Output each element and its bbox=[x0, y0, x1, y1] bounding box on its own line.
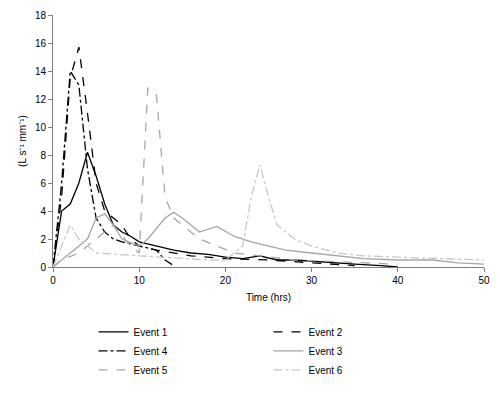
svg-text:Event 5: Event 5 bbox=[134, 365, 168, 376]
svg-text:Event 2: Event 2 bbox=[309, 327, 343, 338]
svg-text:30: 30 bbox=[306, 275, 318, 286]
svg-text:14: 14 bbox=[35, 66, 47, 77]
svg-text:50: 50 bbox=[478, 275, 490, 286]
svg-text:20: 20 bbox=[220, 275, 232, 286]
svg-text:18: 18 bbox=[35, 10, 47, 21]
svg-text:2: 2 bbox=[40, 234, 46, 245]
svg-text:0: 0 bbox=[40, 262, 46, 273]
svg-text:8: 8 bbox=[40, 150, 46, 161]
svg-text:12: 12 bbox=[35, 94, 47, 105]
svg-text:Event 6: Event 6 bbox=[309, 365, 343, 376]
svg-text:Time (hrs): Time (hrs) bbox=[246, 292, 291, 303]
svg-text:10: 10 bbox=[35, 122, 47, 133]
svg-text:16: 16 bbox=[35, 38, 47, 49]
svg-text:Event 1: Event 1 bbox=[134, 327, 168, 338]
svg-text:0: 0 bbox=[50, 275, 56, 286]
svg-text:Event 3: Event 3 bbox=[309, 346, 343, 357]
svg-text:40: 40 bbox=[392, 275, 404, 286]
svg-text:Event 4: Event 4 bbox=[134, 346, 168, 357]
svg-text:10: 10 bbox=[134, 275, 146, 286]
svg-text:4: 4 bbox=[40, 206, 46, 217]
svg-text:(L s⁻¹ mm⁻¹): (L s⁻¹ mm⁻¹) bbox=[17, 115, 28, 167]
svg-text:6: 6 bbox=[40, 178, 46, 189]
